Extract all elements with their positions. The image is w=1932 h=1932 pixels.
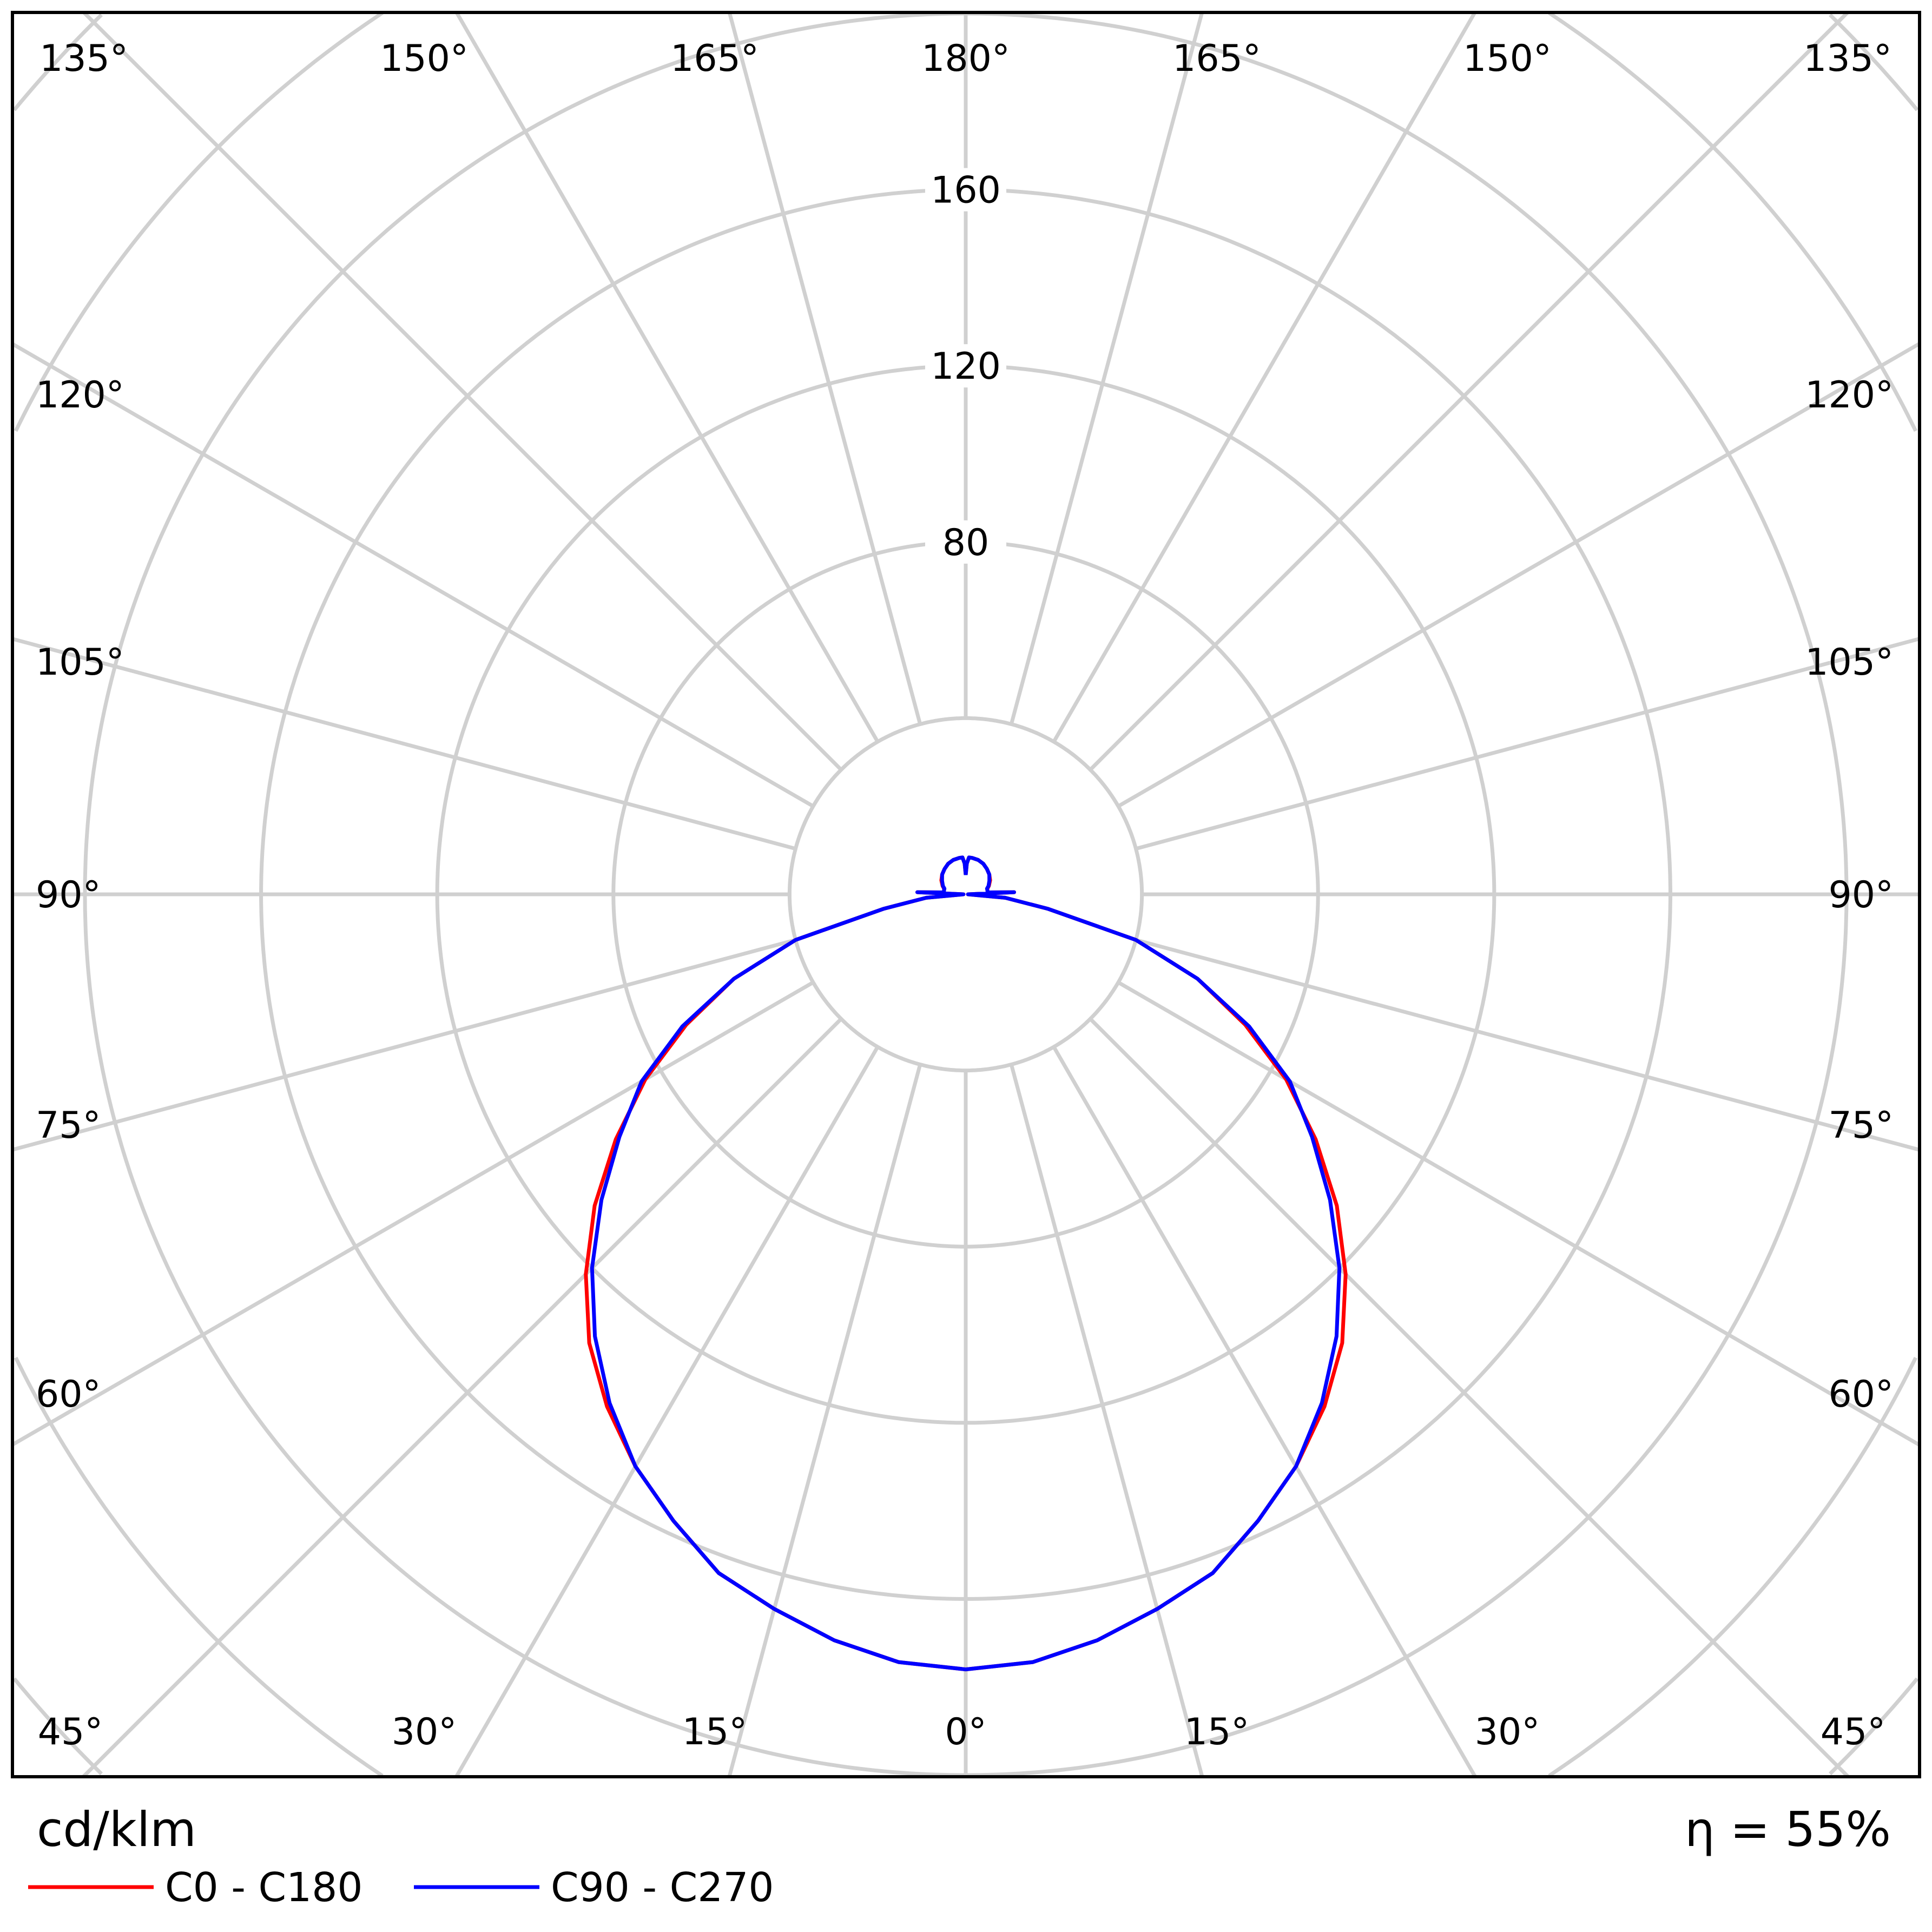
radial-gridline-280 (12, 1677, 103, 1776)
angle-gridline-165 (1009, 12, 1204, 725)
radial-label-bg (925, 168, 1006, 212)
angle-label-right: 120° (1805, 374, 1894, 417)
angle-gridline-210 (454, 11, 880, 743)
angle-label-top: 135° (39, 37, 128, 80)
radial-tick-label: 80 (942, 522, 990, 564)
angle-label-bottom: 45° (38, 1711, 103, 1753)
angle-label-top: 135° (1803, 37, 1892, 80)
radial-tick-label: 120 (931, 345, 1001, 388)
angle-label-top: 165° (670, 37, 759, 80)
angle-gridline-75 (1135, 938, 1920, 1152)
angle-gridline-105 (1135, 637, 1920, 851)
radial-gridline-240 (14, 1356, 384, 1778)
angle-gridline-135 (1089, 11, 1849, 772)
radial-tick-label: 160 (931, 169, 1001, 212)
curves (584, 855, 1348, 1672)
radial-gridline-280 (12, 13, 103, 111)
angle-label-bottom: 15° (1184, 1711, 1250, 1753)
radial-label-bg (925, 520, 1006, 564)
angle-gridline-255 (12, 637, 796, 851)
radial-label-bg (925, 344, 1006, 388)
angle-gridline-45 (1089, 1017, 1850, 1778)
angle-gridline-225 (82, 11, 843, 772)
angle-gridline-315 (82, 1017, 843, 1778)
angle-label-top: 165° (1172, 37, 1261, 80)
legend: C0 - C180 C90 - C270 (28, 1864, 774, 1911)
legend-label-c90-c270: C90 - C270 (551, 1864, 774, 1911)
angle-gridline-300 (11, 980, 814, 1447)
radial-gridline-280 (1829, 13, 1919, 111)
angle-label-bottom: 30° (392, 1711, 457, 1753)
angle-label-left: 75° (36, 1104, 101, 1147)
plot-frame (11, 11, 1921, 1778)
radial-gridline-280 (1829, 1677, 1919, 1776)
angle-gridline-60 (1117, 980, 1921, 1447)
grid (11, 11, 1921, 1778)
radial-gridline-240 (1548, 11, 1918, 432)
angle-label-bottom: 30° (1475, 1711, 1540, 1753)
angle-gridline-345 (727, 1064, 922, 1777)
radial-gridline-240 (1548, 1356, 1918, 1778)
radial-gridline-40 (787, 716, 1144, 1073)
angle-gridline-330 (454, 1046, 880, 1778)
angle-label-top: 150° (380, 37, 469, 80)
angle-label-bottom: 45° (1821, 1711, 1886, 1753)
angle-gridline-30 (1052, 1046, 1477, 1778)
legend-label-c0-c180: C0 - C180 (165, 1864, 362, 1911)
angle-gridline-150 (1052, 11, 1477, 743)
angle-label-bottom: 0° (945, 1711, 986, 1753)
angle-gridline-15 (1009, 1064, 1204, 1777)
angle-labels: 135° 150° 165° 180° 165° 150° 135° 45° 30° 15° 0° 1… (36, 37, 1894, 1753)
angle-label-right: 75° (1828, 1104, 1894, 1147)
angle-label-left: 120° (36, 374, 124, 417)
unit-label: cd/klm (37, 1802, 196, 1857)
angle-gridline-285 (12, 938, 796, 1152)
angle-gridline-120 (1117, 342, 1921, 808)
radial-tick-labels: 80 120 160 (925, 168, 1006, 564)
series-line-c90-c270 (590, 855, 1342, 1672)
efficiency-label: η = 55% (1685, 1802, 1891, 1857)
angle-label-left: 60° (36, 1373, 101, 1416)
angle-label-right: 90° (1828, 874, 1894, 916)
angle-label-bottom: 15° (682, 1711, 748, 1753)
angle-label-right: 60° (1828, 1373, 1894, 1416)
angle-label-top: 180° (921, 37, 1010, 80)
angle-label-left: 90° (36, 874, 101, 916)
angle-label-right: 105° (1805, 641, 1894, 684)
angle-gridline-240 (11, 342, 814, 808)
radial-gridline-240 (14, 11, 384, 432)
angle-label-left: 105° (36, 641, 124, 684)
angle-gridline-195 (727, 12, 922, 725)
angle-label-top: 150° (1463, 37, 1552, 80)
